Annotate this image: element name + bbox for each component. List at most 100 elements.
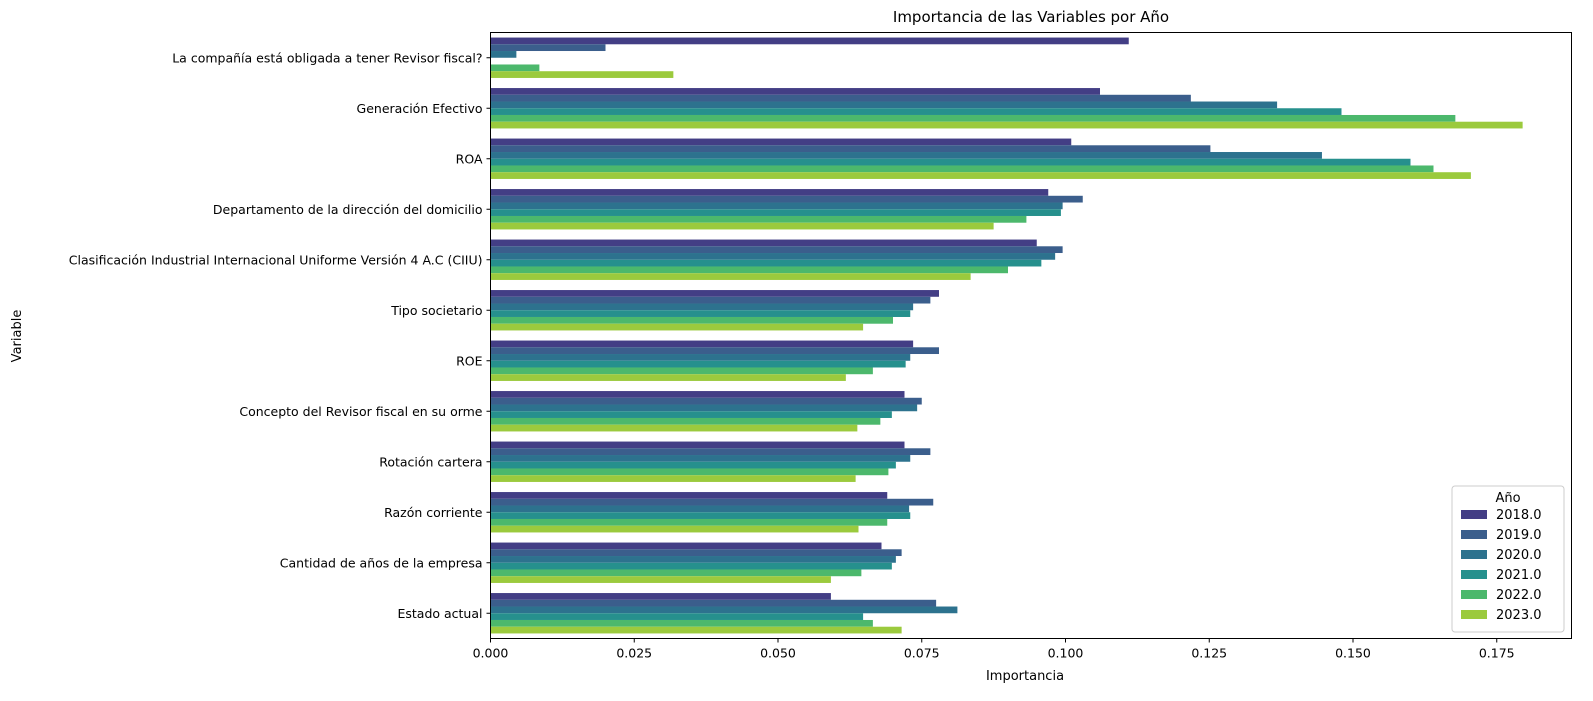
bar-2021 bbox=[490, 259, 1042, 267]
bar-2019 bbox=[490, 44, 606, 52]
bar-2019 bbox=[490, 94, 1191, 102]
legend-swatch bbox=[1461, 550, 1487, 559]
bar-2023 bbox=[490, 172, 1471, 179]
bar-2020 bbox=[490, 354, 911, 361]
y-tick-label: Razón corriente bbox=[384, 505, 483, 520]
bar-2018 bbox=[490, 88, 1100, 95]
bar-2020 bbox=[490, 404, 918, 412]
bar-2019 bbox=[490, 498, 934, 506]
bar-2020 bbox=[490, 556, 896, 563]
bar-2021 bbox=[490, 512, 911, 519]
bar-2020 bbox=[490, 606, 958, 614]
x-tick-label: 0.100 bbox=[1048, 646, 1084, 661]
bar-2023 bbox=[490, 475, 856, 482]
bar-2020 bbox=[490, 152, 1322, 159]
bar-2021 bbox=[490, 461, 896, 469]
x-tick-label: 0.000 bbox=[473, 646, 509, 661]
bar-2018 bbox=[490, 340, 914, 348]
chart-title: Importancia de las Variables por Año bbox=[893, 8, 1169, 26]
bar-2021 bbox=[490, 562, 892, 570]
bar-2020 bbox=[490, 101, 1278, 109]
y-axis: La compañía está obligada a tener Reviso… bbox=[69, 50, 491, 621]
bar-2018 bbox=[490, 138, 1072, 146]
bar-2023 bbox=[490, 626, 902, 634]
bar-2019 bbox=[490, 195, 1083, 203]
bar-2021 bbox=[490, 209, 1061, 216]
bar-2019 bbox=[490, 145, 1211, 153]
bar-2022 bbox=[490, 64, 540, 72]
bar-2019 bbox=[490, 296, 931, 304]
bar-2022 bbox=[490, 569, 862, 577]
bar-2023 bbox=[490, 222, 994, 230]
bar-2023 bbox=[490, 525, 859, 533]
y-tick-label: Tipo societario bbox=[390, 303, 482, 318]
legend-swatch bbox=[1461, 570, 1487, 579]
bar-2021 bbox=[490, 360, 906, 368]
bar-2019 bbox=[490, 448, 931, 456]
x-axis-label: Importancia bbox=[986, 669, 1064, 684]
bar-2021 bbox=[490, 108, 1342, 115]
legend-label: 2020.0 bbox=[1496, 548, 1542, 563]
bar-2022 bbox=[490, 468, 889, 476]
bar-2021 bbox=[490, 158, 1411, 166]
x-tick-label: 0.125 bbox=[1191, 646, 1227, 661]
legend-label: 2021.0 bbox=[1496, 568, 1542, 583]
x-tick-label: 0.075 bbox=[904, 646, 940, 661]
bar-2022 bbox=[490, 165, 1434, 173]
y-tick-label: Departamento de la dirección del domicil… bbox=[213, 202, 483, 217]
bar-2019 bbox=[490, 246, 1063, 254]
legend-swatch bbox=[1461, 510, 1487, 519]
y-tick-label: Cantidad de años de la empresa bbox=[280, 555, 483, 570]
bar-2022 bbox=[490, 266, 1008, 274]
y-tick-label: Concepto del Revisor fiscal en su orme bbox=[239, 404, 482, 419]
bar-2019 bbox=[490, 347, 939, 355]
bar-2022 bbox=[490, 367, 873, 375]
bar-2023 bbox=[490, 323, 864, 331]
bar-2023 bbox=[490, 576, 831, 583]
bar-2022 bbox=[490, 114, 1456, 122]
bar-2018 bbox=[490, 239, 1037, 247]
x-tick-label: 0.025 bbox=[616, 646, 652, 661]
plot-frame bbox=[490, 32, 1572, 639]
y-tick-label: Rotación cartera bbox=[379, 454, 482, 469]
legend-swatch bbox=[1461, 610, 1487, 619]
bar-2021 bbox=[490, 613, 864, 620]
legend-swatch bbox=[1461, 530, 1487, 539]
bar-2018 bbox=[490, 290, 939, 297]
x-tick-label: 0.150 bbox=[1335, 646, 1371, 661]
bar-2018 bbox=[490, 37, 1129, 45]
bars-group bbox=[490, 37, 1523, 634]
bar-2020 bbox=[490, 51, 517, 58]
y-tick-label: Estado actual bbox=[397, 606, 482, 621]
bar-2022 bbox=[490, 316, 893, 324]
bar-2020 bbox=[490, 202, 1063, 210]
x-tick-label: 0.175 bbox=[1479, 646, 1515, 661]
bar-2018 bbox=[490, 593, 831, 600]
bar-2019 bbox=[490, 397, 922, 405]
x-axis: 0.000 0.025 0.050 0.075 0.100 0.125 0.150 0.175 bbox=[473, 638, 1515, 661]
bar-2018 bbox=[490, 492, 888, 499]
legend-label: 2019.0 bbox=[1496, 528, 1542, 543]
bar-2023 bbox=[490, 374, 846, 381]
bar-2023 bbox=[490, 121, 1523, 129]
bar-2018 bbox=[490, 189, 1049, 196]
bar-2021 bbox=[490, 310, 911, 317]
legend-label: 2022.0 bbox=[1496, 588, 1542, 603]
y-tick-label: La compañía está obligada a tener Reviso… bbox=[172, 50, 482, 65]
legend-label: 2023.0 bbox=[1496, 608, 1542, 623]
bar-2019 bbox=[490, 599, 937, 607]
bar-2022 bbox=[490, 215, 1027, 223]
bar-2023 bbox=[490, 273, 971, 280]
bar-2018 bbox=[490, 391, 905, 398]
bar-2023 bbox=[490, 71, 674, 78]
x-tick-label: 0.050 bbox=[760, 646, 796, 661]
bar-2021 bbox=[490, 411, 892, 418]
bar-2020 bbox=[490, 505, 910, 513]
legend-label: 2018.0 bbox=[1496, 508, 1542, 523]
legend-title: Año bbox=[1495, 491, 1520, 506]
bar-2020 bbox=[490, 303, 914, 311]
legend: Año 2018.0 2019.0 2020.0 2021.0 2022.0 2023.0 bbox=[1451, 485, 1565, 633]
bar-2022 bbox=[490, 518, 888, 526]
bar-2023 bbox=[490, 424, 858, 432]
